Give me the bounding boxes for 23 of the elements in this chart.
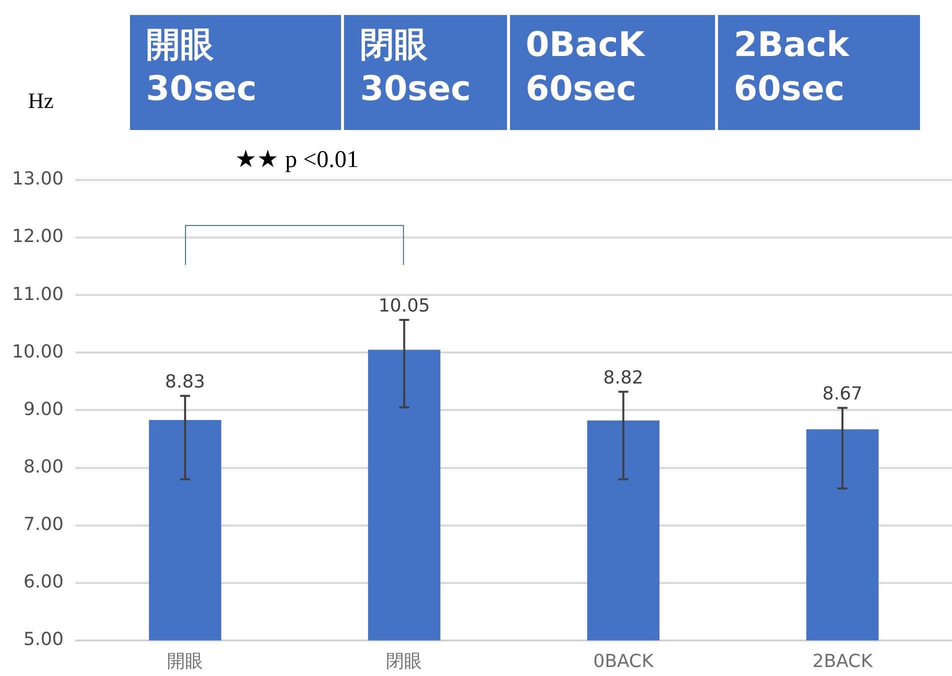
x-tick-label: 開眼 — [167, 650, 204, 672]
y-tick-label: 13.00 — [12, 168, 64, 190]
x-tick-label: 2BACK — [812, 650, 874, 672]
y-tick-label: 8.00 — [23, 456, 64, 478]
y-axis-title: Hz — [28, 88, 54, 114]
y-tick-label: 6.00 — [23, 572, 64, 593]
text: 0BacK 60sec — [510, 15, 715, 130]
data-label: 8.67 — [822, 384, 862, 405]
text: ★★ p <0.01 — [235, 146, 359, 174]
y-tick-label: 5.00 — [23, 629, 64, 650]
y-tick-label: 7.00 — [23, 514, 64, 535]
text: 閉眼 30sec — [344, 15, 507, 130]
text: 2Back 60sec — [718, 15, 920, 130]
x-tick-label: 閉眼 — [386, 650, 422, 672]
y-tick-label: 12.00 — [12, 226, 64, 248]
y-tick-label: 9.00 — [23, 398, 64, 420]
x-tick-label: 0BACK — [593, 650, 655, 672]
text: 開眼 30sec — [130, 15, 342, 130]
y-tick-label: 11.00 — [12, 284, 64, 305]
data-label: 8.82 — [603, 367, 644, 388]
data-label: 10.05 — [378, 296, 430, 317]
y-tick-label: 10.00 — [12, 341, 64, 362]
data-label: 8.83 — [165, 371, 206, 392]
